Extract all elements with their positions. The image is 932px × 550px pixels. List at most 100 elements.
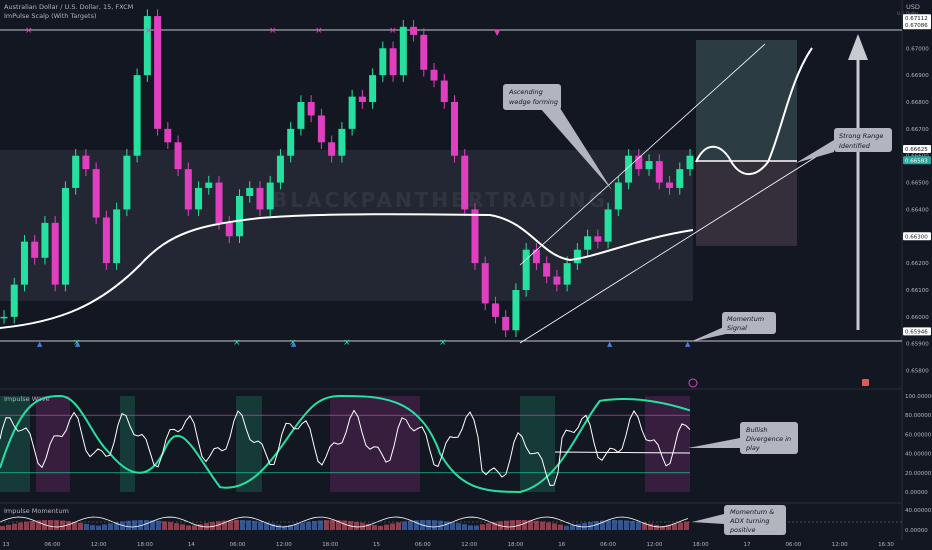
flash-icon[interactable] — [688, 378, 698, 388]
momentum-bar — [618, 520, 623, 530]
buy-x-marker: × — [233, 338, 241, 348]
price-axis[interactable]: 0.670000.669000.668000.667000.666000.665… — [903, 14, 931, 375]
momentum-bar — [558, 524, 563, 530]
momentum-bar — [186, 525, 191, 530]
momentum-bar — [264, 522, 269, 530]
wave-tick: 40.00000 — [905, 452, 932, 458]
momentum-bar — [192, 525, 197, 530]
candle-body — [594, 236, 602, 242]
momentum-bar — [534, 520, 539, 530]
sell-x-marker: × — [315, 26, 323, 36]
momentum-bar — [564, 525, 569, 530]
price-badge — [903, 232, 931, 241]
signal-markers: × × × × × ▼× × × × ×▲ ▲ ▲ ▲ ▲ — [25, 26, 691, 348]
candle-body — [410, 26, 418, 35]
calendar-icon[interactable] — [862, 379, 869, 386]
price-tick: 0.66400 — [906, 207, 929, 213]
momentum-bar — [426, 520, 431, 530]
wave-zone — [520, 396, 555, 492]
momentum-bar — [354, 521, 359, 530]
momentum-bar — [300, 522, 305, 530]
buy-x-marker: × — [289, 338, 297, 348]
projection-curve — [695, 47, 813, 176]
time-tick: 18:00 — [322, 542, 338, 548]
price-tick: 0.66900 — [906, 73, 929, 79]
momentum-bar — [318, 520, 323, 530]
momentum-bar — [432, 520, 437, 530]
candle-body — [491, 303, 499, 317]
candle-body — [604, 209, 612, 242]
impulse-wave-panel — [0, 394, 691, 494]
time-tick: 12:00 — [832, 542, 848, 548]
momentum-bar — [246, 520, 251, 530]
callout-momentum-line1: Momentum — [727, 315, 764, 323]
momentum-bar — [480, 524, 485, 530]
momentum-bar — [282, 525, 287, 530]
sell-x-marker: × — [25, 26, 33, 36]
wave-zone — [236, 396, 262, 492]
wedge-lower-line — [519, 147, 831, 344]
momentum-bar — [0, 526, 5, 530]
momentum-bar — [30, 520, 35, 530]
momentum-bar — [378, 525, 383, 530]
momentum-bar — [366, 523, 371, 530]
candle-body — [563, 263, 571, 285]
candle-body — [246, 187, 254, 196]
price-badge — [903, 14, 931, 23]
momentum-bar — [48, 520, 53, 530]
candle-body — [82, 155, 90, 170]
wave-axis: 100.00000 80.00000 60.00000 40.00000 20.0000… — [905, 394, 932, 496]
price-tick: 0.66100 — [906, 288, 929, 294]
candle-body — [133, 75, 141, 156]
time-tick: 06:00 — [785, 542, 801, 548]
candle-body — [614, 182, 622, 210]
momentum-tick: 0.00000 — [905, 528, 928, 534]
time-tick: 13 — [3, 542, 10, 548]
candles — [0, 9, 694, 337]
momentum-bar — [222, 520, 227, 530]
momentum-bar — [372, 525, 377, 530]
callout-wedge-line2: wedge forming — [509, 98, 558, 106]
momentum-bar — [138, 520, 143, 530]
callout-range-line1: Strong Range — [839, 132, 883, 140]
candle-body — [379, 48, 387, 76]
candle-body — [317, 115, 325, 143]
momentum-bar — [636, 521, 641, 530]
momentum-bar — [54, 520, 59, 530]
momentum-bar — [60, 520, 65, 530]
candle-body — [666, 182, 674, 188]
price-badge — [903, 327, 931, 336]
time-tick: 18:00 — [508, 542, 524, 548]
candle-body — [635, 155, 643, 170]
wave-zone — [120, 396, 135, 492]
momentum-bar — [582, 522, 587, 530]
wave-signal-line — [0, 394, 691, 494]
momentum-bar — [66, 521, 71, 530]
callout-adx-line2: ADX turning — [729, 517, 769, 525]
price-badge — [903, 21, 931, 30]
momentum-bar — [210, 522, 215, 530]
candle-body — [358, 96, 366, 102]
momentum-bar — [228, 520, 233, 530]
momentum-bar — [312, 521, 317, 530]
time-tick: 06:00 — [415, 542, 431, 548]
time-tick: 12:00 — [91, 542, 107, 548]
momentum-bar — [516, 520, 521, 530]
impulse-momentum-panel — [0, 516, 902, 530]
price-tick: 0.65900 — [906, 342, 929, 348]
momentum-bar — [600, 520, 605, 530]
callout-momentum-signal: Momentum Signal — [690, 312, 776, 342]
candle-body — [307, 102, 315, 116]
wave-tick: 20.00000 — [905, 471, 932, 477]
candle-body — [655, 161, 663, 183]
momentum-bar — [36, 520, 41, 530]
momentum-bar — [12, 523, 17, 530]
callout-range-line2: Identified — [839, 142, 871, 150]
momentum-bar — [150, 520, 155, 530]
momentum-bar — [234, 520, 239, 530]
time-axis[interactable]: 13 06:00 12:00 18:00 14 06:00 12:00 18:00 15 06:0… — [3, 542, 895, 548]
momentum-bar — [414, 520, 419, 530]
candle-body — [522, 249, 530, 290]
momentum-bar — [462, 524, 467, 530]
